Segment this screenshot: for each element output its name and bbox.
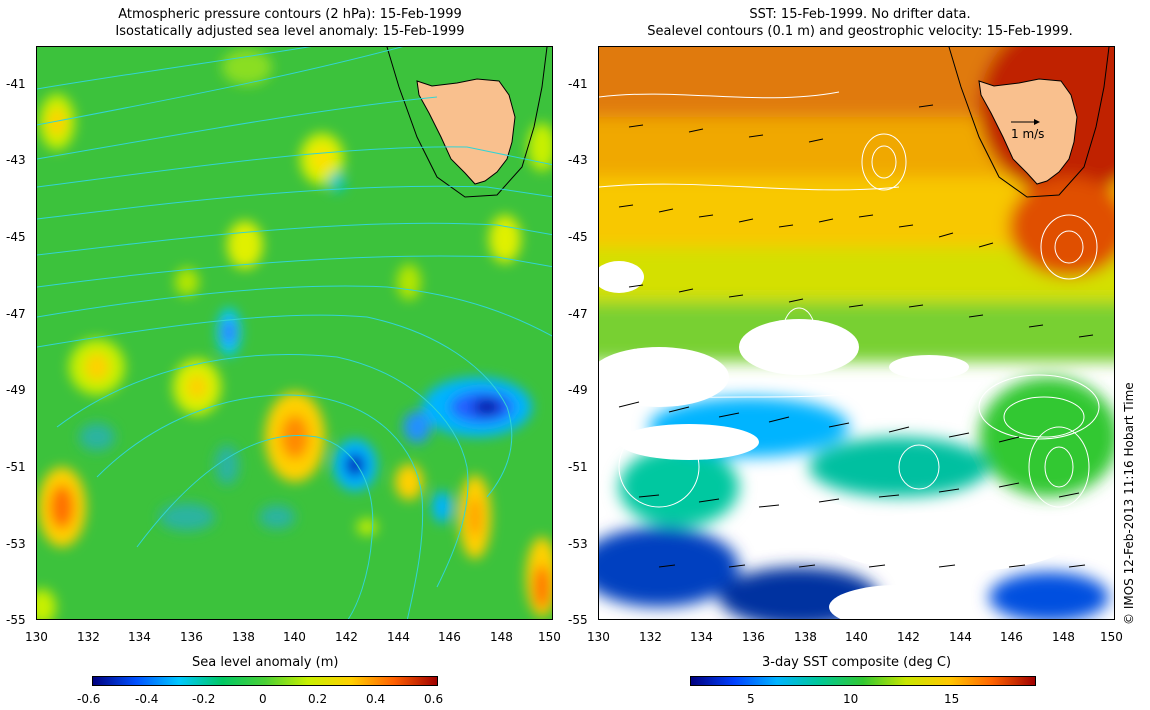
left-x-tick: 134 xyxy=(128,630,151,644)
left-y-tick: -55 xyxy=(6,613,26,627)
right-y-tick: -53 xyxy=(568,537,588,551)
left-y-tick: -41 xyxy=(6,77,26,91)
geostrophic-velocity-arrows xyxy=(618,104,1094,568)
left-y-tick: -43 xyxy=(6,153,26,167)
sea-level-anomaly-svg xyxy=(37,47,552,619)
left-x-tick: 138 xyxy=(232,630,255,644)
right-y-tick: -47 xyxy=(568,307,588,321)
left-colorbar-tick: -0.4 xyxy=(135,692,159,706)
right-panel-title: SST: 15-Feb-1999. No drifter data. Seale… xyxy=(600,6,1120,40)
left-x-tick: 146 xyxy=(438,630,461,644)
right-y-tick: -43 xyxy=(568,153,588,167)
sealevel-contours xyxy=(599,91,1100,508)
tasmania-land xyxy=(416,78,516,185)
left-panel-title: Atmospheric pressure contours (2 hPa): 1… xyxy=(60,6,520,40)
right-y-tick: -55 xyxy=(568,613,588,627)
sst-svg xyxy=(599,47,1114,619)
right-colorbar-tick: 5 xyxy=(747,692,755,706)
right-title-line2: Sealevel contours (0.1 m) and geostrophi… xyxy=(647,24,1073,39)
left-y-tick: -47 xyxy=(6,307,26,321)
left-x-tick: 132 xyxy=(77,630,100,644)
right-x-tick: 134 xyxy=(690,630,713,644)
right-x-tick: 138 xyxy=(794,630,817,644)
right-colorbar-title: 3-day SST composite (deg C) xyxy=(762,655,952,670)
velocity-scale-label: 1 m/s xyxy=(1011,127,1045,141)
left-colorbar-title: Sea level anomaly (m) xyxy=(192,655,339,670)
right-x-tick: 140 xyxy=(845,630,868,644)
right-colorbar-tick: 15 xyxy=(944,692,960,706)
left-y-tick: -49 xyxy=(6,383,26,397)
right-colorbar-tick: 10 xyxy=(843,692,859,706)
right-x-tick: 130 xyxy=(587,630,610,644)
right-x-tick: 150 xyxy=(1100,630,1123,644)
left-x-tick: 150 xyxy=(538,630,561,644)
cloud-gaps xyxy=(599,261,1069,619)
left-x-tick: 140 xyxy=(283,630,306,644)
left-y-tick: -53 xyxy=(6,537,26,551)
left-colorbar-tick: 0.4 xyxy=(366,692,386,706)
sea-level-anomaly-map xyxy=(36,46,553,620)
left-colorbar-tick: 0.6 xyxy=(424,692,444,706)
right-x-tick: 136 xyxy=(742,630,765,644)
right-title-line1: SST: 15-Feb-1999. No drifter data. xyxy=(749,7,971,22)
left-x-tick: 130 xyxy=(25,630,48,644)
right-y-tick: -51 xyxy=(568,460,588,474)
sea-level-colorbar xyxy=(92,676,438,686)
left-x-tick: 142 xyxy=(335,630,358,644)
left-x-tick: 144 xyxy=(387,630,410,644)
tasmania-land-sst xyxy=(978,78,1078,185)
anomaly-blobs xyxy=(37,49,552,619)
sst-map: 1 m/s xyxy=(598,46,1115,620)
left-colorbar-tick: -0.2 xyxy=(192,692,216,706)
left-colorbar-tick: 0 xyxy=(259,692,267,706)
right-y-tick: -49 xyxy=(568,383,588,397)
left-x-tick: 136 xyxy=(180,630,203,644)
left-y-tick: -45 xyxy=(6,230,26,244)
imos-credit: © IMOS 12-Feb-2013 11:16 Hobart Time xyxy=(1122,382,1136,625)
left-title-line2: Isostatically adjusted sea level anomaly… xyxy=(115,24,465,39)
right-x-tick: 146 xyxy=(1000,630,1023,644)
left-title-line1: Atmospheric pressure contours (2 hPa): 1… xyxy=(118,7,462,22)
right-y-tick: -45 xyxy=(568,230,588,244)
right-x-tick: 142 xyxy=(897,630,920,644)
right-x-tick: 132 xyxy=(639,630,662,644)
left-colorbar-tick: 0.2 xyxy=(308,692,328,706)
left-colorbar-tick: -0.6 xyxy=(77,692,101,706)
right-y-tick: -41 xyxy=(568,77,588,91)
left-y-tick: -51 xyxy=(6,460,26,474)
right-x-tick: 144 xyxy=(949,630,972,644)
left-x-tick: 148 xyxy=(490,630,513,644)
sst-colorbar xyxy=(690,676,1036,686)
pressure-contours xyxy=(37,47,552,619)
right-x-tick: 148 xyxy=(1052,630,1075,644)
